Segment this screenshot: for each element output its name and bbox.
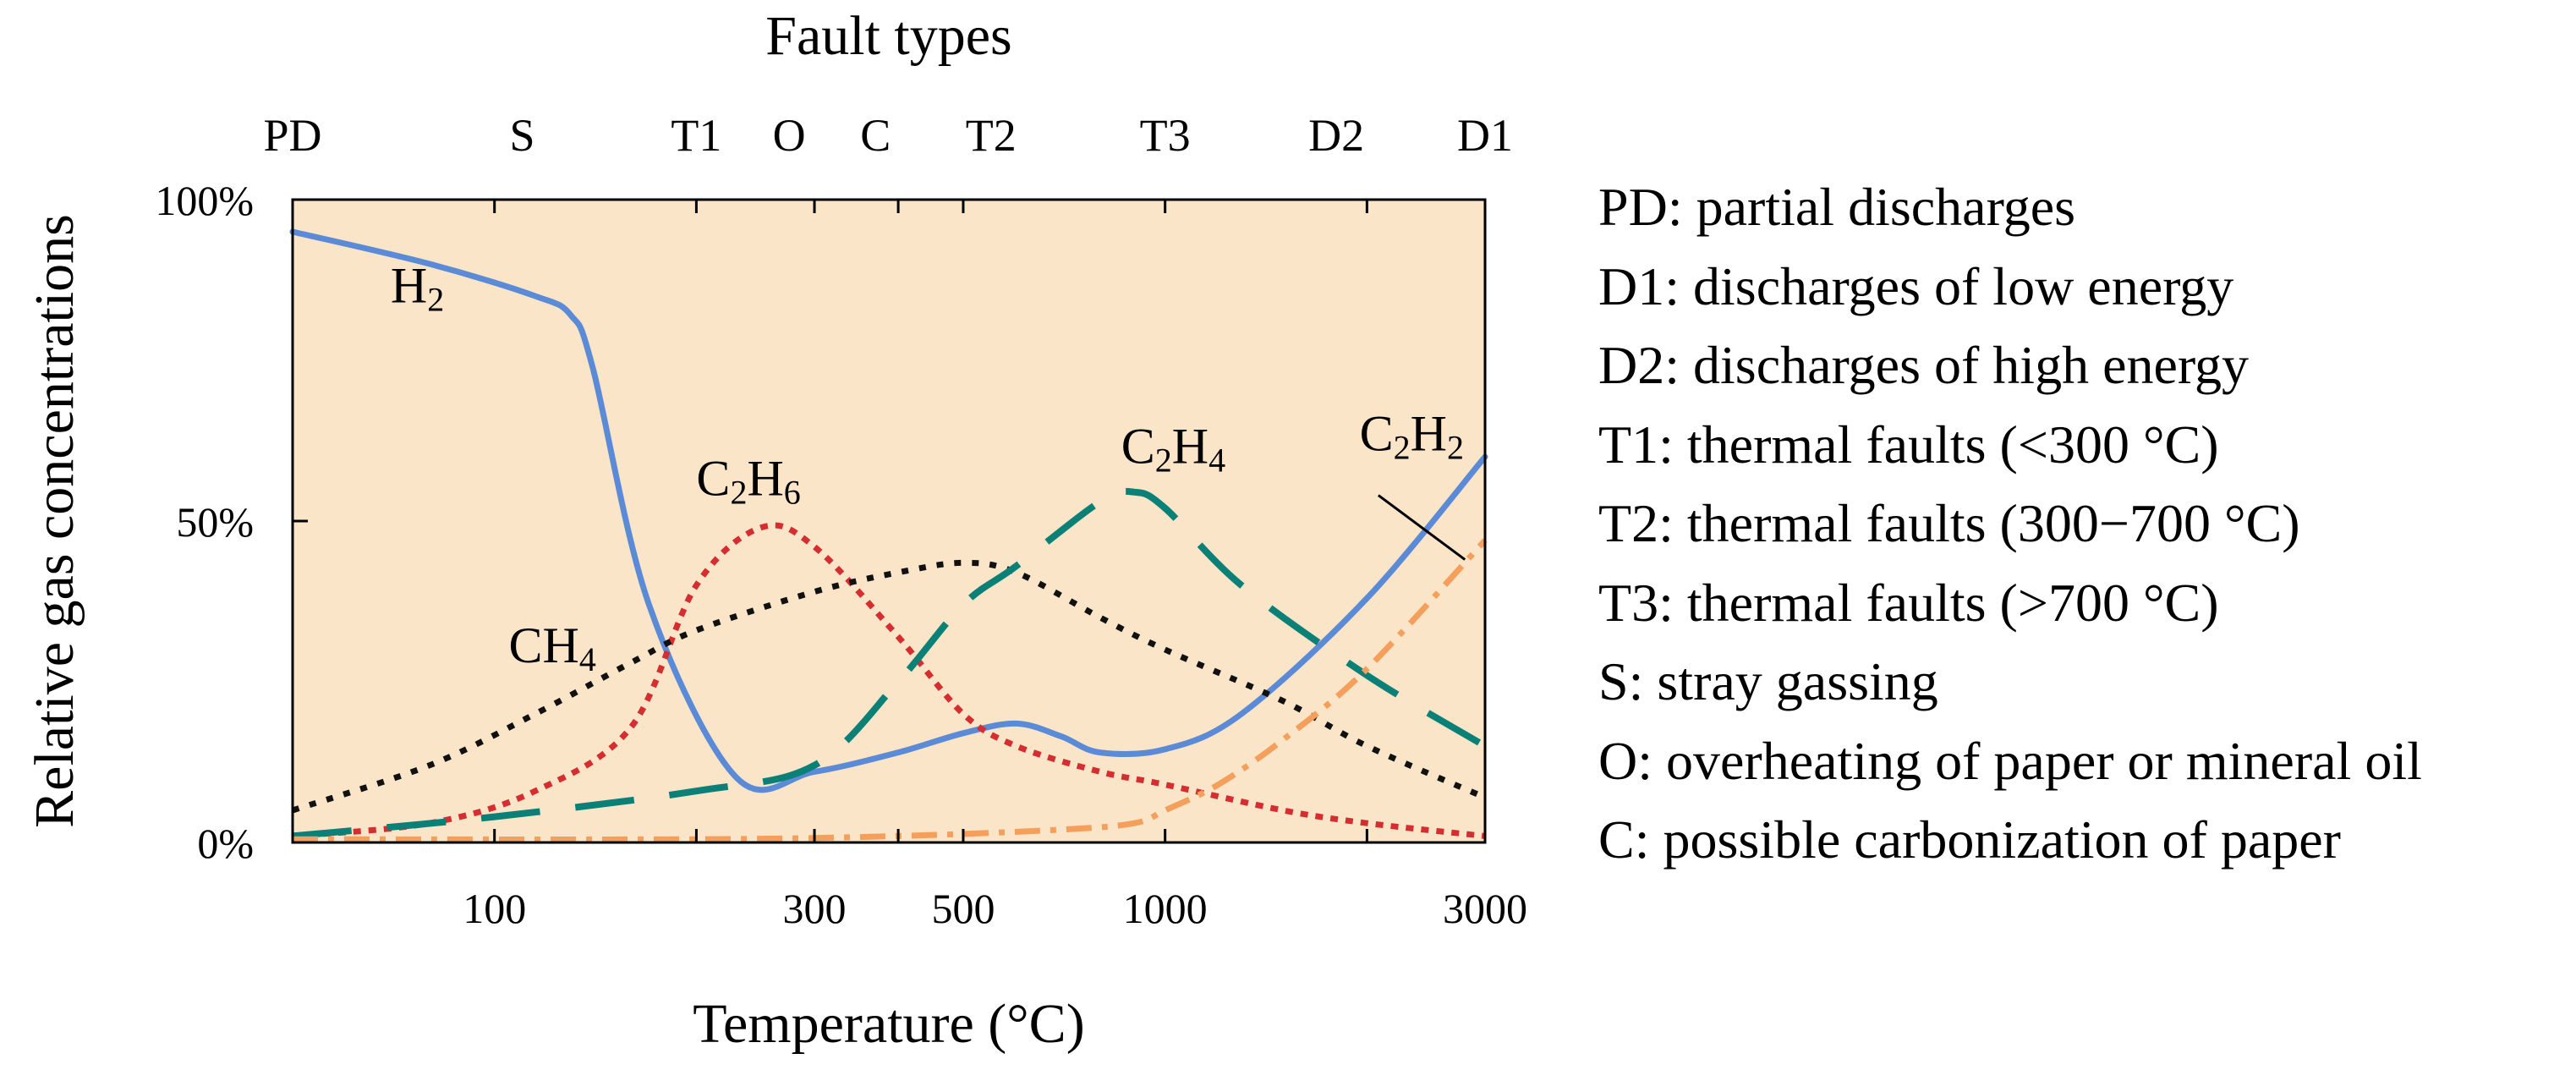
plot-area [293, 200, 1485, 842]
fault-type-label: PD [263, 110, 321, 161]
series-line-c2h6 [292, 522, 1486, 839]
chart-title: Fault types [765, 5, 1012, 67]
series-label-c2h2: C2H2 [1360, 405, 1464, 466]
fault-type-label: D1 [1457, 110, 1513, 161]
y-tick-label: 0% [197, 820, 254, 867]
series-line-c2h2 [292, 538, 1488, 842]
series-line-ch4 [291, 559, 1487, 814]
label-pointer-c2h2 [1377, 494, 1466, 561]
legend-item: D2: discharges of high energy [1598, 335, 2250, 395]
x-tick-label: 100 [463, 885, 526, 932]
fault-type-label: C [860, 110, 891, 161]
legend-item: D1: discharges of low energy [1598, 255, 2234, 316]
legend-item: C: possible carbonization of paper [1598, 809, 2341, 870]
y-axis-title: Relative gas concentrations [24, 214, 85, 828]
legend-item: S: stray gassing [1598, 651, 1938, 711]
y-tick-label: 100% [155, 177, 254, 224]
series-line-h2 [289, 228, 1488, 793]
x-tick-label: 300 [783, 885, 847, 932]
legend-item: O: overheating of paper or mineral oil [1598, 730, 2422, 791]
fault-type-legend: PD: partial discharges D1: discharges of … [1598, 167, 2422, 880]
fault-type-label: T1 [671, 110, 721, 161]
x-tick-label: 500 [931, 885, 995, 932]
series-label-c2h4: C2H4 [1121, 419, 1225, 480]
legend-item: T1: thermal faults (<300 °C) [1598, 414, 2219, 475]
x-tick-label: 3000 [1443, 885, 1527, 932]
fault-type-label: T2 [966, 110, 1017, 161]
series-layer [289, 228, 1488, 842]
gas-concentration-chart: 100 300 500 1000 3000 0% 50% 100%PD S T1 O C T2 T3 D2 D… [24, 5, 1527, 1055]
legend-item: T3: thermal faults (>700 °C) [1598, 572, 2219, 633]
fault-type-label: O [773, 110, 806, 161]
x-axis-title: Temperature (°C) [693, 993, 1084, 1055]
series-line-c2h4 [292, 487, 1488, 840]
series-labels: H2 C2H6 CH4 C2H4 C2H2 [391, 258, 1466, 678]
series-label-h2: H2 [391, 258, 444, 319]
fault-type-label: D2 [1308, 110, 1364, 161]
axis-ticks: 100 300 500 1000 3000 0% 50% 100%PD S T1 O C T2 T3 D2 D… [155, 110, 1527, 932]
x-tick-label: 1000 [1123, 885, 1208, 932]
legend-item: T2: thermal faults (300−700 °C) [1598, 493, 2300, 553]
y-tick-label: 50% [176, 498, 254, 546]
fault-type-label: S [510, 110, 535, 161]
series-label-ch4: CH4 [509, 617, 596, 678]
legend-item: PD: partial discharges [1598, 177, 2076, 237]
series-label-c2h6: C2H6 [696, 451, 800, 512]
fault-type-label: T3 [1140, 110, 1191, 161]
